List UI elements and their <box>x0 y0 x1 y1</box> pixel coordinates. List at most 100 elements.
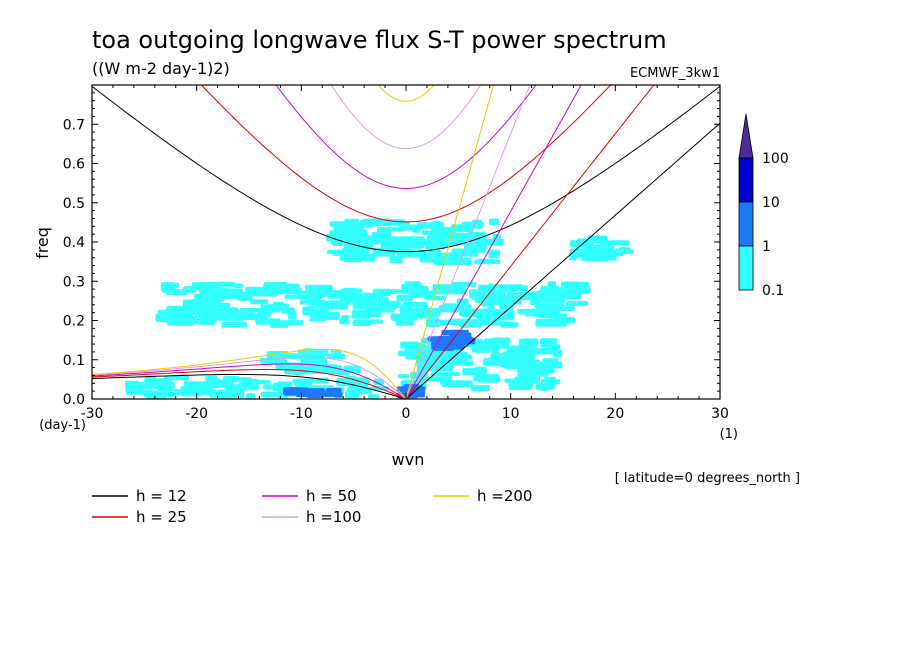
y-axis-units: (day-1) <box>39 418 86 433</box>
spectrum-patch <box>425 295 446 301</box>
spectrum-patch <box>299 299 326 305</box>
spectrum-patch <box>339 318 350 325</box>
rossby-wave-line <box>92 373 407 399</box>
spectrum-patch <box>306 390 325 398</box>
spectrum-patch <box>421 376 442 382</box>
spectrum-patch <box>180 386 205 393</box>
spectrum-patch <box>442 382 468 388</box>
rossby-wave-line <box>92 348 407 399</box>
spectrum-patch <box>367 394 380 399</box>
spectrum-patch <box>352 377 371 384</box>
spectrum-patch <box>139 389 155 394</box>
colorbar-label: 100 <box>762 151 789 167</box>
spectral-region <box>125 375 389 399</box>
kelvin-wave-line <box>405 85 495 399</box>
spectrum-patch <box>400 341 420 349</box>
colorbar-segment <box>738 245 754 291</box>
spectrum-patch <box>549 361 563 369</box>
spectrum-patch <box>440 285 450 294</box>
spectrum-patch <box>547 281 557 287</box>
spectrum-patch <box>343 288 357 297</box>
spectrum-patch <box>340 315 350 320</box>
spectrum-patch <box>359 219 373 228</box>
spectrum-patch <box>576 281 590 289</box>
colorbar-label: 0.1 <box>762 283 784 299</box>
y-tick-label: 0.4 <box>63 235 85 251</box>
spectrum-patch <box>325 388 342 397</box>
curve-legend: h = 12 h = 25 h = 50 h =100 h =200 <box>92 487 532 526</box>
spectrum-patch <box>312 292 334 297</box>
spectrum-patch <box>561 287 591 294</box>
spectrum-patch <box>474 338 483 348</box>
spectral-region <box>569 235 634 262</box>
spectrum-patch <box>221 322 248 328</box>
spectrum-patch <box>261 358 286 365</box>
rossby-wave-line <box>92 369 407 399</box>
spectrum-patch <box>474 298 501 303</box>
spectral-region <box>325 218 504 265</box>
spectrum-patch <box>363 253 376 262</box>
spectrum-patch <box>364 303 395 313</box>
spectrum-patch <box>588 254 597 260</box>
spectrum-patch <box>295 290 307 296</box>
legend-label: h = 50 <box>306 487 357 505</box>
spectrum-patch <box>405 350 426 360</box>
spectrum-patch <box>602 245 615 252</box>
y-tick-label: 0.7 <box>63 117 85 133</box>
spectrum-patch <box>461 308 479 317</box>
y-tick-label: 0.6 <box>63 157 85 173</box>
x-axis-units: (1) <box>720 427 738 442</box>
spectrum-patch <box>415 250 442 256</box>
spectrum-patch <box>540 303 564 310</box>
spectrum-patch <box>373 378 384 385</box>
legend-item: h = 25 <box>92 508 187 526</box>
spectrum-patch <box>488 283 501 289</box>
spectrum-patch <box>467 231 487 241</box>
spectrum-patch <box>618 247 631 253</box>
spectrum-patch <box>171 282 180 288</box>
y-tick-label: 0.1 <box>63 353 85 369</box>
spectrum-patch <box>377 236 394 243</box>
spectrum-patch <box>403 301 428 308</box>
legend-item: h =100 <box>262 508 361 526</box>
spectrum-patch <box>477 258 496 264</box>
x-tick-label: -10 <box>290 406 313 422</box>
spectral-region <box>427 329 476 351</box>
spectrum-patch <box>260 391 279 398</box>
legend-label: h =200 <box>477 487 532 505</box>
spectrum-patch <box>520 384 533 389</box>
x-tick-label: 0 <box>402 406 411 422</box>
spectrum-patch <box>565 300 589 306</box>
x-tick-label: 20 <box>606 406 624 422</box>
spectrum-patch <box>157 309 173 315</box>
spectrum-patch <box>165 290 188 295</box>
spectrum-patch <box>307 306 327 313</box>
spectrum-patch <box>378 296 389 303</box>
rossby-wave-line <box>92 363 407 399</box>
spectrum-patch <box>408 289 425 296</box>
spectrum-patch <box>305 284 333 291</box>
spectrum-patch <box>477 309 500 315</box>
spectrum-patch <box>535 383 555 390</box>
dispersion-curve <box>92 85 531 399</box>
y-tick-label: 0.3 <box>63 274 85 290</box>
spectrum-patch <box>216 389 245 399</box>
spectrum-patch <box>397 374 410 379</box>
spectrum-patch <box>204 299 216 304</box>
legend-label: h = 25 <box>136 508 187 526</box>
spectrum-patch <box>179 318 203 324</box>
spectrum-patch <box>491 337 511 344</box>
spectrum-patch <box>250 299 269 305</box>
spectrum-patch <box>456 298 469 308</box>
dataset-label: ECMWF_3kw1 <box>630 66 720 81</box>
spectrum-patch <box>477 289 506 297</box>
spectrum-patch <box>353 236 383 245</box>
chart-subtitle: ((W m-2 day-1)2) <box>92 59 230 78</box>
spectral-region <box>397 337 563 392</box>
spectrum-patch <box>328 290 346 298</box>
spectrum-patch <box>181 309 201 315</box>
colorbar-label: 10 <box>762 195 780 211</box>
spectrum-patch <box>476 314 501 319</box>
spectrum-patch <box>271 303 290 309</box>
